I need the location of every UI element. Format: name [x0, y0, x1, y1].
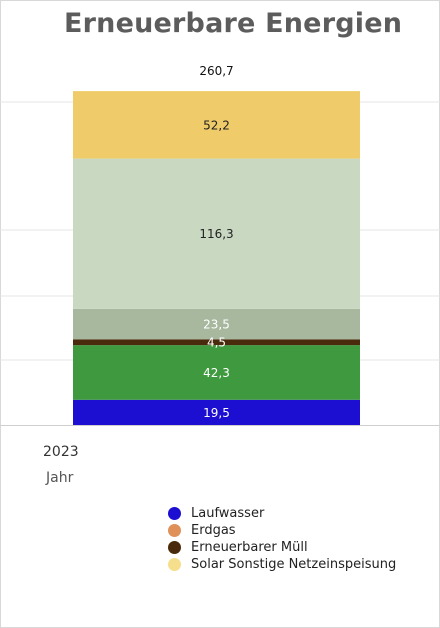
legend-label: Solar Sonstige Netzeinspeisung — [191, 557, 397, 572]
legend-item: Erneuerbarer Müll — [168, 539, 396, 556]
legend-item: Solar Sonstige Netzeinspeisung — [168, 556, 396, 573]
chart-title: Erneuerbare Energien — [64, 8, 403, 39]
legend: Laufwasser Erdgas Erneuerbarer Müll Solar S… — [168, 505, 396, 573]
data-label: 42,3 — [203, 366, 230, 380]
legend-swatch — [168, 541, 181, 554]
bar-segment — [73, 339, 360, 346]
bar-segment — [73, 91, 360, 159]
total-label: 260,7 — [199, 64, 233, 78]
bar-segment — [73, 158, 360, 309]
legend-item: Laufwasser — [168, 505, 396, 522]
bar-segment — [73, 308, 360, 340]
legend-swatch — [168, 558, 181, 571]
x-tick-label: 2023 — [43, 444, 79, 460]
legend-item: Erdgas — [168, 522, 396, 539]
legend-label: Laufwasser — [191, 506, 265, 521]
data-label: 23,5 — [203, 318, 230, 332]
legend-swatch — [168, 524, 181, 537]
bar-segment — [73, 399, 360, 425]
x-axis-label: Jahr — [46, 470, 74, 486]
bar-segment — [73, 345, 360, 400]
data-label: 52,2 — [203, 118, 230, 132]
data-label: 4,5 — [207, 336, 226, 350]
legend-label: Erneuerbarer Müll — [191, 540, 308, 555]
chart-plot: 19,5 42,3 4,5 23,5 116,3 52,2 260,7 — [0, 64, 440, 426]
legend-swatch — [168, 507, 181, 520]
data-label: 116,3 — [199, 227, 233, 241]
legend-label: Erdgas — [191, 523, 236, 538]
data-label: 19,5 — [203, 406, 230, 420]
